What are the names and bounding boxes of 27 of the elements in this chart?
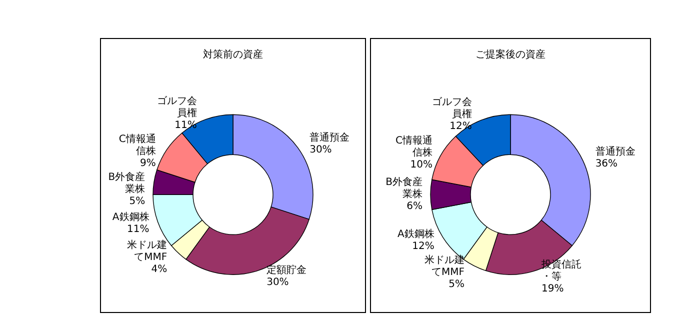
data-label: 10% — [410, 160, 433, 171]
slice-label: ゴルフ会員権 — [156, 95, 197, 120]
data-label: 12% — [412, 241, 434, 252]
data-label: 6% — [406, 201, 422, 212]
slice-label: C情報通信株 — [396, 134, 433, 159]
data-label: 5% — [448, 279, 464, 290]
data-label: 4% — [151, 264, 168, 275]
data-label: 36% — [595, 158, 618, 170]
data-label: 19% — [541, 284, 564, 295]
slice-label: A鉄鋼株 — [112, 211, 150, 224]
data-label: 30% — [310, 144, 332, 156]
slice-label: 普通預金 — [595, 145, 636, 158]
slice-label: A鉄鋼株 — [398, 228, 434, 240]
slice-label: ゴルフ会員権 — [432, 96, 472, 120]
slice-label: 定額貯金 — [266, 264, 307, 276]
slice-label: C情報通信株 — [118, 133, 156, 158]
slice-label: B外食産業株 — [386, 176, 422, 200]
data-label: 30% — [266, 276, 289, 288]
slice-label: 米ドル建てMMF — [424, 254, 465, 278]
data-label: 11% — [127, 224, 150, 236]
data-label: 9% — [140, 158, 156, 170]
slice-label: B外食産業株 — [108, 171, 146, 196]
chart-title: ご提案後の資産 — [476, 48, 546, 60]
slice-label: 普通預金 — [310, 132, 350, 144]
data-label: 5% — [129, 196, 146, 208]
slice-label: 米ドル建てMMF — [127, 238, 168, 263]
chart-title: 対策前の資産 — [203, 48, 263, 60]
